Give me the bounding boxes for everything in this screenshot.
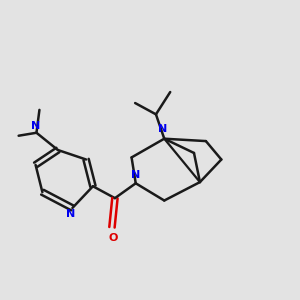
Text: N: N — [158, 124, 167, 134]
Text: N: N — [31, 121, 40, 131]
Text: N: N — [66, 209, 76, 220]
Text: N: N — [131, 170, 140, 180]
Text: O: O — [109, 232, 118, 243]
